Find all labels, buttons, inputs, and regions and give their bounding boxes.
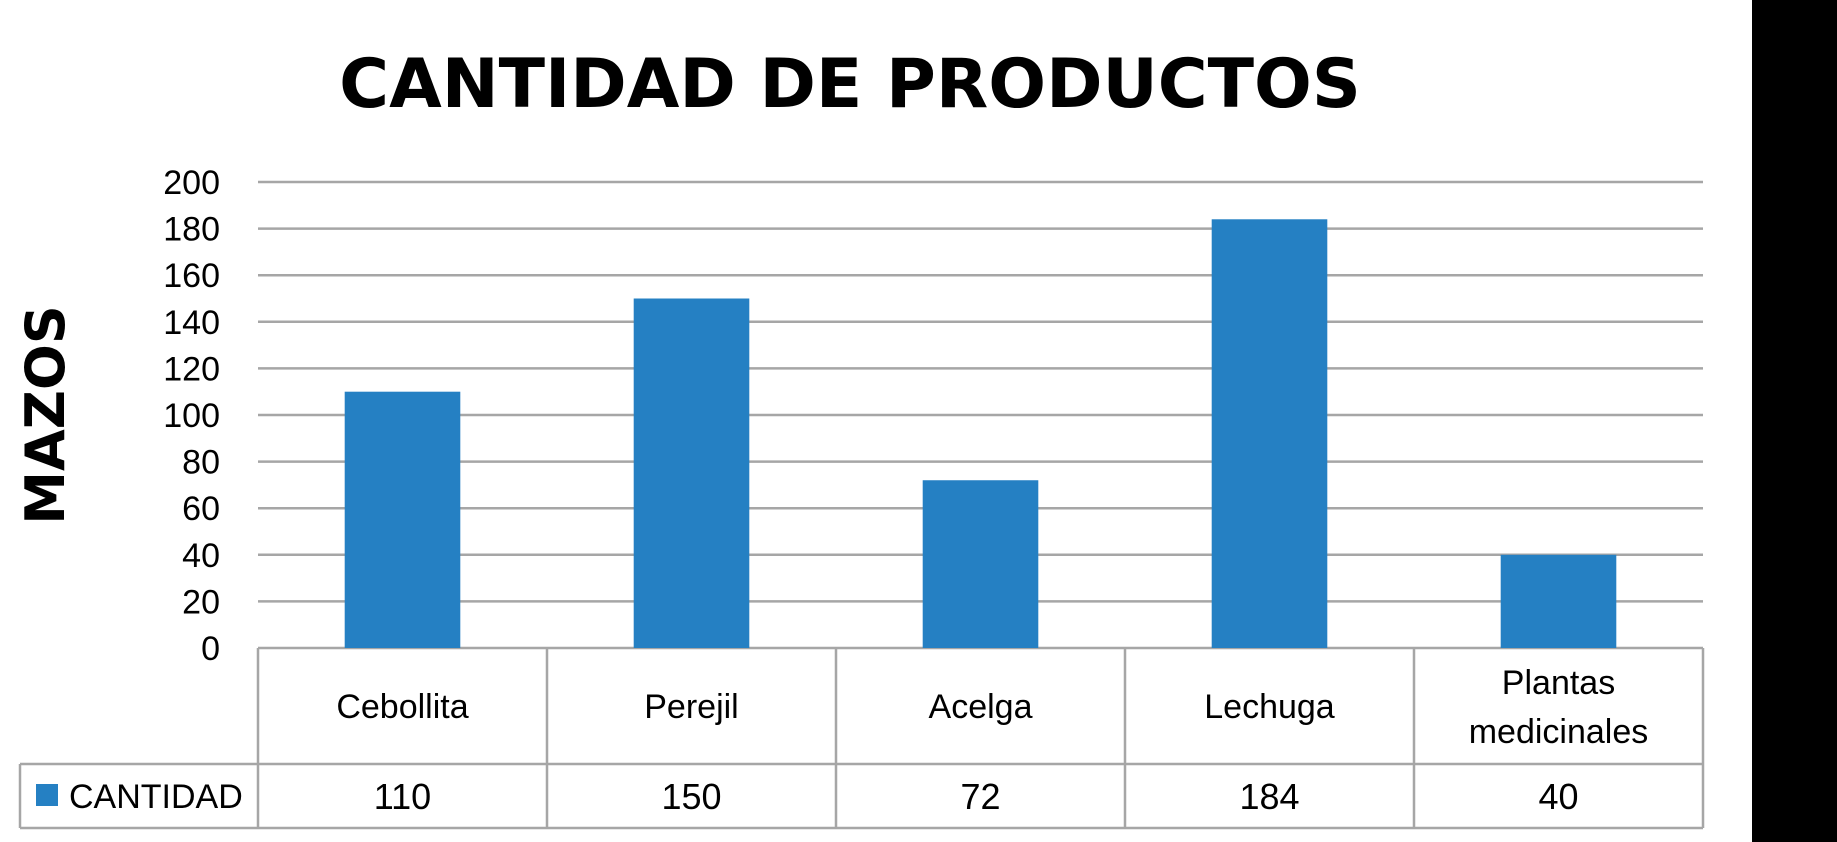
y-tick-label: 60 (182, 490, 220, 528)
gridlines (258, 180, 1703, 650)
legend-swatch (36, 784, 58, 806)
bar (1500, 554, 1617, 648)
data-label: 150 (661, 776, 721, 817)
y-tick-label: 20 (182, 583, 220, 621)
y-tick-label: 140 (163, 304, 220, 342)
data-label: 72 (960, 776, 1000, 817)
y-tick-label: 80 (182, 444, 220, 482)
chart-title: CANTIDAD DE PRODUCTOS (339, 45, 1361, 124)
y-tick-label: 160 (163, 257, 220, 295)
data-table: Cebollita 110 Perejil 150 Acelga 72 Lechuga 184… (18, 648, 1705, 830)
data-label: 184 (1239, 776, 1299, 817)
y-tick-label: 200 (163, 164, 220, 202)
bar (344, 391, 461, 648)
category-label: Perejil (644, 688, 738, 726)
bar (1211, 219, 1328, 648)
bar (922, 480, 1039, 648)
bar (633, 298, 750, 648)
y-tick-label: 100 (163, 397, 220, 435)
data-label: 40 (1538, 776, 1578, 817)
category-label: Plantas (1502, 664, 1615, 702)
category-label: medicinales (1469, 713, 1649, 751)
data-label: 110 (374, 776, 431, 817)
y-tick-label: 180 (163, 211, 220, 249)
y-tick-label: 120 (163, 350, 220, 388)
legend-label: CANTIDAD (69, 778, 243, 816)
category-label: Cebollita (336, 688, 468, 726)
y-tick-label: 0 (201, 630, 220, 668)
right-edge-bar (1752, 0, 1837, 842)
y-tick-label: 40 (182, 537, 220, 575)
category-label: Acelga (929, 688, 1033, 726)
bars (344, 219, 1617, 648)
category-label: Lechuga (1204, 688, 1335, 726)
y-axis-ticks: 0 20 40 60 80 100 120 140 160 180 200 (163, 164, 220, 668)
y-axis-label: MAZOS (14, 305, 77, 524)
